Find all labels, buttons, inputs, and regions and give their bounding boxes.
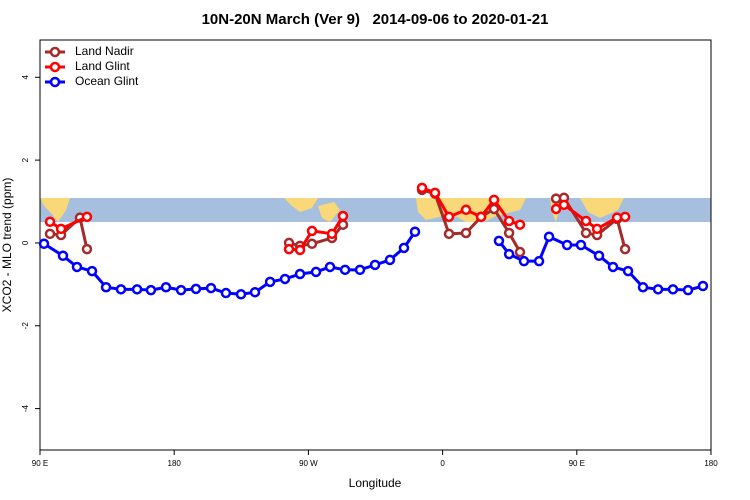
data-point <box>279 273 291 285</box>
data-point <box>503 215 515 227</box>
data-point <box>518 255 530 267</box>
data-point <box>503 248 515 260</box>
data-point <box>44 216 56 228</box>
data-point <box>514 219 526 230</box>
y-tick-label: -4 <box>21 404 30 412</box>
data-point <box>71 261 83 273</box>
y-tick-label: -2 <box>21 322 30 330</box>
data-point <box>619 243 631 255</box>
legend-marker <box>49 46 61 58</box>
y-tick-label: 2 <box>21 157 30 162</box>
data-point <box>488 194 500 206</box>
data-point <box>607 261 619 273</box>
data-point <box>667 284 679 295</box>
data-point <box>44 228 56 240</box>
data-point <box>652 284 664 295</box>
data-point <box>533 255 545 267</box>
legend-label: Ocean Glint <box>75 74 139 88</box>
data-point <box>205 282 217 294</box>
legend-marker <box>49 61 61 73</box>
data-point <box>622 265 634 277</box>
data-point <box>503 227 515 239</box>
data-point <box>190 283 202 295</box>
data-point <box>57 250 69 262</box>
data-point <box>249 286 261 298</box>
data-point <box>339 264 351 276</box>
data-point <box>294 244 306 256</box>
data-point <box>100 281 112 293</box>
data-point <box>369 259 381 271</box>
x-tick-label: 180 <box>168 459 182 468</box>
x-tick-label: 90 E <box>32 459 48 468</box>
data-point <box>398 242 410 254</box>
legend-label: Land Nadir <box>75 44 134 58</box>
legend-marker <box>49 76 61 88</box>
data-point <box>38 238 50 250</box>
data-point <box>416 182 428 194</box>
data-point <box>324 261 336 273</box>
data-point <box>514 246 526 258</box>
data-point <box>593 250 605 262</box>
data-point <box>591 223 603 235</box>
x-axis-label: Longitude <box>349 476 402 490</box>
data-point <box>475 211 487 223</box>
data-point <box>550 203 562 215</box>
x-tick-label: 180 <box>704 459 718 468</box>
y-tick-label: 0 <box>21 240 30 245</box>
data-point <box>306 225 318 237</box>
y-tick-label: 4 <box>21 74 30 79</box>
chart-title: 10N-20N March (Ver 9) 2014-09-06 to 2020… <box>202 11 549 28</box>
data-point <box>145 284 157 296</box>
x-tick-label: 90 E <box>569 459 585 468</box>
data-point <box>86 265 98 277</box>
data-point <box>81 211 93 223</box>
data-point <box>220 287 232 299</box>
data-point <box>384 254 396 266</box>
data-point <box>697 280 709 292</box>
data-point <box>264 276 276 288</box>
data-point <box>55 223 67 235</box>
data-point <box>354 264 366 276</box>
data-point <box>283 243 295 255</box>
data-point <box>326 228 338 240</box>
plot-frame <box>39 39 712 451</box>
data-point <box>337 210 349 222</box>
data-point <box>580 215 592 227</box>
data-point <box>637 281 649 293</box>
x-tick-label: 0 <box>440 459 445 468</box>
data-point <box>558 199 570 211</box>
data-point <box>175 284 187 296</box>
data-point <box>160 281 172 293</box>
data-point <box>619 211 631 223</box>
data-point <box>543 231 555 242</box>
data-point <box>443 211 455 223</box>
data-point <box>611 212 623 223</box>
y-axis-label: XCO2 - MLO trend (ppm) <box>0 178 14 313</box>
data-point <box>131 284 143 295</box>
data-point <box>409 226 421 237</box>
data-point <box>306 238 318 250</box>
data-point <box>561 239 573 251</box>
data-point <box>115 284 127 295</box>
data-point <box>460 204 472 216</box>
data-point <box>575 239 587 251</box>
data-point <box>81 243 93 255</box>
data-point <box>460 227 472 239</box>
data-point <box>429 187 441 199</box>
data-point <box>493 235 505 247</box>
data-point <box>682 284 694 296</box>
data-point <box>443 228 455 240</box>
data-point <box>580 227 592 239</box>
legend-label: Land Glint <box>75 59 130 73</box>
data-point <box>235 289 247 300</box>
x-tick-label: 90 W <box>299 459 318 468</box>
data-point <box>310 266 322 278</box>
data-point <box>294 268 306 280</box>
